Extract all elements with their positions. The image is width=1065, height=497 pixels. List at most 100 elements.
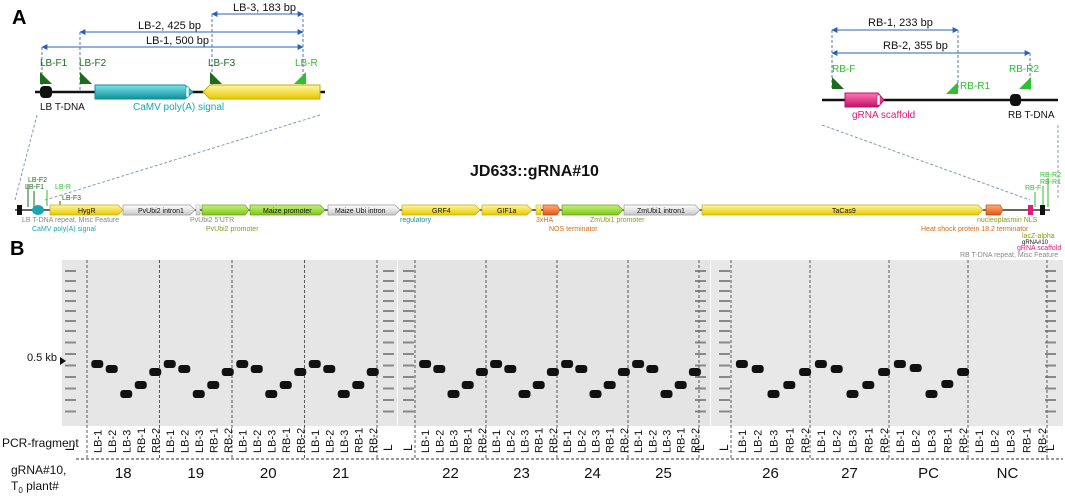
ladder-band (1045, 280, 1056, 282)
plant-group-label: PC (918, 465, 939, 482)
ladder-band (65, 280, 76, 282)
plant-label-line1: gRNA#10, (11, 463, 66, 477)
ladder-lane-label: L (1043, 444, 1057, 451)
map-label-regulatory: regulatory (400, 217, 432, 224)
fragment-lane-label: LB-1 (92, 430, 104, 453)
map-grf4-label: GRF4 (432, 208, 451, 215)
sample-band (163, 360, 176, 368)
ladder-band (695, 300, 706, 302)
ladder-band (403, 290, 414, 292)
plant-group-label: 20 (260, 465, 277, 482)
plant-label-line2: T0 plant# (11, 479, 59, 495)
fragment-lane-label: LB-1 (310, 430, 322, 453)
sample-band (660, 390, 673, 398)
sample-band (830, 365, 843, 373)
fragment-lane-label: RB-2 (800, 428, 812, 453)
map-camv (32, 205, 44, 215)
ladder-band (403, 270, 414, 272)
gRNA-scaffold-label: gRNA scaffold (852, 110, 915, 121)
rb-tdna-label: RB T-DNA (1008, 110, 1055, 121)
primer-rb-r1: RB-R1 (960, 81, 990, 92)
gel-lanes (86, 260, 1048, 459)
plant-group-label: 26 (762, 465, 779, 482)
sample-band (308, 360, 321, 368)
sample-band (447, 390, 460, 398)
primer-lb-f2: LB-F2 (79, 58, 107, 69)
map-zmubi1-intron (623, 204, 701, 216)
ladder-band (695, 280, 706, 282)
fragment-lane-label: LB-2 (911, 430, 923, 453)
primer-lb-f2-flag (80, 72, 92, 84)
map-label-zmubi1-promoter: ZmUbi1 promoter (590, 217, 645, 224)
ladder-band (719, 410, 730, 413)
sample-band (433, 365, 446, 373)
ladder-band (719, 320, 730, 322)
ladder-band (719, 387, 730, 390)
sample-band (419, 360, 432, 368)
map-gif1a (481, 204, 533, 216)
map-label-pvubi2-promoter: PvUbi2 promoter (206, 226, 259, 233)
ladder-band (719, 270, 730, 272)
rb2-range-label: RB-2, 355 bp (883, 40, 948, 52)
ladder-band (719, 290, 730, 292)
ladder-band (1045, 341, 1056, 344)
ladder-band (65, 320, 76, 322)
map-tacas9 (701, 204, 984, 216)
fragment-lane-label: LB-2 (990, 430, 1002, 453)
ladder-band (403, 330, 414, 332)
fragment-lane-label: RB-2 (477, 428, 489, 453)
plant-group-label: NC (997, 465, 1019, 482)
sample-band (352, 381, 365, 389)
sample-band (236, 360, 249, 368)
lane-labels: L LLB-1 LB-2 LB-3 RB-1 RB-2 LB-1 LB-2 LB-3 RB-1 RB… (63, 428, 1057, 453)
construct-map: LB-F2 LB-F1 LB-R LB-F3 RB-F RB-R2 RB-R1 … (15, 172, 1061, 259)
plant-group-label: 24 (584, 465, 601, 482)
fragment-lane-label: RB-2 (548, 428, 560, 453)
group-labels: 18 19 20 21 22 23 24 25 26 27 PC NC (115, 465, 1019, 482)
sample-band (192, 390, 205, 398)
sample-band (783, 381, 796, 389)
fragment-lane-label: LB-1 (165, 430, 177, 453)
map-label-grna10: gRNA#10 (1022, 240, 1049, 246)
ladder-band (1045, 310, 1056, 312)
ladder-band (695, 310, 706, 312)
gel-1 (62, 260, 397, 426)
map-gif1a-label: GIF1a (497, 208, 517, 215)
fragment-lane-label: LB-3 (194, 430, 206, 453)
map-label-3xha: 3xHA (536, 217, 553, 224)
ladder-band (65, 399, 76, 401)
map-gRNA-scaffold (1028, 205, 1033, 215)
ladder-lane-label: L (381, 444, 395, 451)
sample-band (575, 365, 588, 373)
ladder-band (383, 310, 394, 312)
fragment-lane-label: LB-2 (753, 430, 765, 453)
fragment-lane-label: LB-3 (121, 430, 133, 453)
ladder-band (383, 320, 394, 322)
map-label-lacz: lacZ-alpha (1022, 233, 1055, 240)
map-maize-ubi-intron (327, 204, 401, 216)
primer-rb-r2: RB-R2 (1009, 64, 1039, 75)
ladder-band (65, 410, 76, 413)
map-primer-rb-f: RB-F (1025, 185, 1041, 192)
ladder-band (403, 280, 414, 282)
ladder-band (1045, 300, 1056, 302)
ladder-band (403, 410, 414, 413)
ladder-band (403, 341, 414, 344)
ladder-band (1045, 330, 1056, 332)
fragment-lane-label: LB-3 (520, 430, 532, 453)
map-grf4 (401, 204, 481, 216)
plant-label-subscript: 0 (18, 486, 23, 495)
fragment-lane-label: RB-1 (463, 428, 475, 453)
ladder-band (1045, 376, 1056, 378)
sample-band (149, 368, 162, 376)
primer-rb-f-flag (832, 77, 844, 89)
sample-band (134, 381, 147, 389)
fragment-lane-label: LB-1 (562, 430, 574, 453)
ladder-band (719, 376, 730, 378)
primer-lb-f3-flag (210, 72, 222, 84)
fragment-lane-label: LB-2 (647, 430, 659, 453)
hygr-feature-zoom (202, 84, 321, 100)
fragment-lane-label: RB-1 (1021, 428, 1033, 453)
fragment-lane-label: LB-2 (832, 430, 844, 453)
rb1-range-label: RB-1, 233 bp (868, 17, 933, 29)
